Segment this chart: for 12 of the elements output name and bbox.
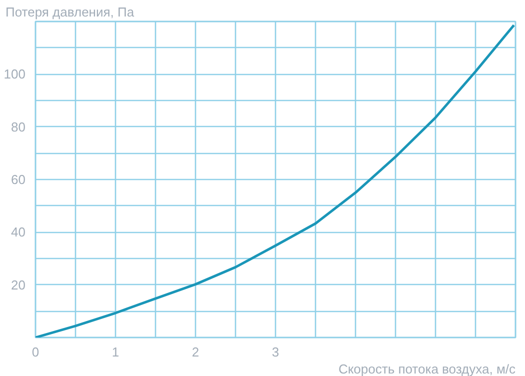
y-tick-label: 80 xyxy=(11,119,26,134)
x-tick-label: 3 xyxy=(272,344,280,360)
y-tick-label: 100 xyxy=(4,66,26,82)
y-tick-label: 20 xyxy=(11,277,26,292)
x-tick-label: 2 xyxy=(192,344,200,360)
y-tick-label: 40 xyxy=(11,224,26,240)
line-series xyxy=(36,24,516,338)
y-tick-label: 60 xyxy=(11,172,26,187)
y-axis-title: Потеря давления, Па xyxy=(6,4,135,20)
x-axis-title: Скорость потока воздуха, м/с xyxy=(338,362,516,376)
x-tick-label: 1 xyxy=(112,344,120,360)
x-tick-label: 0 xyxy=(32,344,40,360)
